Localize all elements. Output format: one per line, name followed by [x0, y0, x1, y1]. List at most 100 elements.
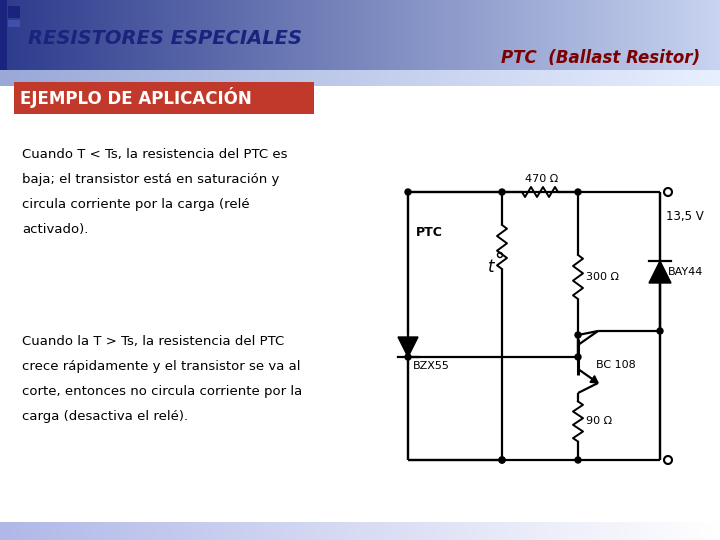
Bar [16, 70, 17, 86]
Bar [575, 522, 576, 540]
Bar [196, 522, 197, 540]
Bar [279, 0, 280, 70]
Bar [495, 70, 496, 86]
Bar [153, 0, 154, 70]
Bar [158, 522, 159, 540]
Bar [600, 522, 601, 540]
Bar [56, 70, 57, 86]
Bar [341, 522, 342, 540]
Bar [229, 522, 230, 540]
Bar [486, 70, 487, 86]
Bar [74, 70, 75, 86]
Bar [533, 0, 534, 70]
Bar [540, 0, 541, 70]
Bar [575, 70, 576, 86]
Bar [316, 522, 317, 540]
Bar [142, 0, 143, 70]
Bar [606, 0, 607, 70]
Bar [642, 522, 643, 540]
Bar [431, 70, 432, 86]
Bar [541, 70, 542, 86]
Bar [417, 0, 418, 70]
Bar [6, 0, 7, 70]
Bar [676, 522, 677, 540]
Bar [467, 70, 468, 86]
Bar [394, 522, 395, 540]
Bar [536, 0, 537, 70]
Bar [165, 70, 166, 86]
Bar [621, 70, 622, 86]
Bar [66, 0, 67, 70]
Bar [498, 0, 499, 70]
Bar [628, 0, 629, 70]
Bar [444, 70, 445, 86]
Bar [355, 70, 356, 86]
Bar [29, 522, 30, 540]
Bar [542, 70, 543, 86]
Bar [552, 0, 553, 70]
Bar [563, 0, 564, 70]
Bar [13, 70, 14, 86]
Bar [553, 522, 554, 540]
Bar [637, 70, 638, 86]
Bar [104, 0, 105, 70]
Bar [20, 0, 21, 70]
Bar [364, 522, 365, 540]
Bar [518, 0, 519, 70]
Bar [557, 70, 558, 86]
Bar [673, 0, 674, 70]
Bar [388, 522, 389, 540]
Bar [427, 70, 428, 86]
Bar [190, 522, 191, 540]
Bar [203, 522, 204, 540]
Bar [410, 0, 411, 70]
Bar [155, 0, 156, 70]
Bar [375, 70, 376, 86]
Bar [273, 522, 274, 540]
Bar [352, 70, 353, 86]
Bar [332, 70, 333, 86]
Bar [127, 0, 128, 70]
Bar [449, 522, 450, 540]
Bar [389, 0, 390, 70]
Bar [241, 0, 242, 70]
Bar [414, 0, 415, 70]
Bar [6, 522, 7, 540]
Bar [176, 0, 177, 70]
Bar [489, 0, 490, 70]
Bar [716, 70, 717, 86]
Bar [628, 70, 629, 86]
Bar [324, 522, 325, 540]
Bar [713, 522, 714, 540]
Bar [511, 0, 512, 70]
Bar [402, 522, 403, 540]
Bar [105, 0, 106, 70]
Bar [684, 0, 685, 70]
Bar [226, 522, 227, 540]
Bar [603, 522, 604, 540]
Bar [276, 0, 277, 70]
Bar [21, 0, 22, 70]
Bar [334, 0, 335, 70]
Bar [85, 0, 86, 70]
Bar [692, 522, 693, 540]
Bar [172, 522, 173, 540]
Bar [146, 70, 147, 86]
Bar [344, 522, 345, 540]
Bar [672, 70, 673, 86]
Bar [642, 0, 643, 70]
Bar [402, 70, 403, 86]
Bar [382, 522, 383, 540]
Bar [256, 70, 257, 86]
Bar [234, 522, 235, 540]
Bar [292, 70, 293, 86]
Bar [339, 522, 340, 540]
Bar [274, 0, 275, 70]
Bar [695, 70, 696, 86]
Bar [522, 0, 523, 70]
Bar [123, 0, 124, 70]
Bar [523, 0, 524, 70]
Bar [177, 70, 178, 86]
Bar [140, 0, 141, 70]
Bar [259, 522, 260, 540]
